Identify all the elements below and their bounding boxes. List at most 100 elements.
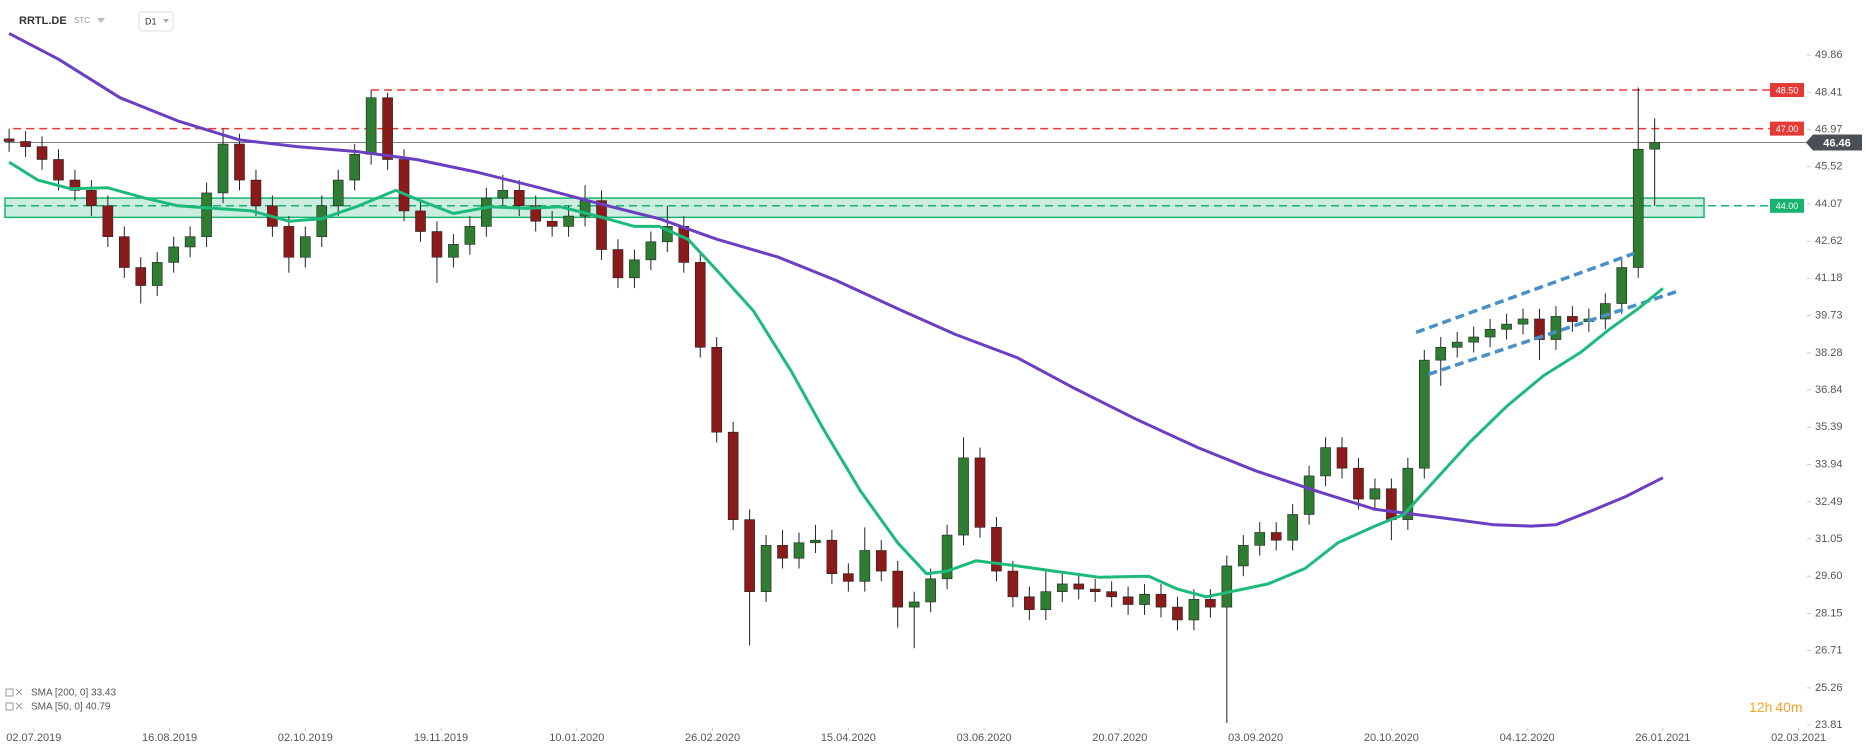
candle-body: [629, 259, 640, 279]
candle-layer: [3, 87, 1660, 723]
candle-body: [464, 226, 476, 245]
level-box: [1770, 198, 1804, 213]
legend-icon: [5, 688, 14, 697]
candle-body: [365, 97, 377, 155]
candle-body: [1122, 596, 1134, 605]
y-tick-label: 49.86: [1815, 49, 1843, 61]
legend-close: [15, 688, 23, 696]
candle-body: [1649, 142, 1660, 150]
x-tick-label: 03.06.2020: [957, 732, 1012, 744]
y-tick-label: 48.41: [1815, 86, 1843, 98]
interval-box[interactable]: [138, 11, 174, 32]
candle-body: [1418, 359, 1430, 469]
dropdown-arrow[interactable]: [97, 18, 105, 23]
candle-body: [53, 159, 64, 181]
candle-body: [168, 246, 179, 263]
candle-body: [431, 231, 443, 258]
candle-body: [1451, 341, 1463, 348]
candle-body: [1386, 488, 1397, 520]
candle-body: [1172, 606, 1183, 621]
candle-body: [415, 210, 426, 232]
candle-body: [1534, 318, 1545, 340]
level-label: 48.50: [1776, 85, 1799, 95]
candle-body: [826, 539, 838, 574]
candle-body: [1155, 593, 1167, 608]
x-tick-label: 20.10.2020: [1364, 732, 1419, 744]
candle-body: [760, 545, 772, 592]
y-tick-label: 36.84: [1815, 384, 1843, 396]
candle-body: [645, 241, 657, 261]
source: STC: [74, 16, 90, 25]
candle-body: [3, 138, 15, 142]
y-tick-label: 28.15: [1815, 607, 1843, 619]
legend-label: SMA [50, 0] 40.79: [31, 702, 111, 713]
candle-body: [793, 542, 805, 559]
label-layer: 49.86 48.41 46.97 45.52 44.07 42.62 41.18 39.73…: [5, 49, 1862, 744]
candle-body: [1237, 545, 1249, 567]
candle-body: [958, 457, 969, 536]
candle-body: [941, 534, 953, 580]
candle-body: [86, 190, 97, 207]
candle-body: [1056, 583, 1068, 592]
candle-body: [1024, 596, 1035, 610]
candle-body: [1484, 328, 1496, 338]
y-tick-label: 44.07: [1815, 198, 1843, 210]
timer-hours: 12h: [1749, 699, 1772, 715]
y-tick-label: 38.28: [1815, 347, 1843, 359]
candle-body: [530, 205, 541, 222]
y-tick-label: 41.18: [1815, 272, 1843, 284]
candle-body: [119, 236, 130, 268]
moving-average: [8, 32, 1664, 528]
y-tick-label: 46.97: [1815, 123, 1843, 135]
timer: 12h 40m: [1749, 699, 1803, 715]
interval-arrow: [163, 19, 169, 23]
candle-body: [234, 143, 245, 181]
candle-body: [908, 601, 920, 608]
x-tick-label: 15.04.2020: [821, 732, 876, 744]
candle-body: [563, 215, 574, 227]
candle-body: [1270, 532, 1282, 541]
candle-body: [1402, 467, 1414, 520]
candle-body: [481, 197, 492, 227]
candle-body: [349, 154, 360, 181]
candle-body: [1550, 316, 1562, 340]
symbol[interactable]: RRTL.DE: [19, 15, 67, 27]
x-tick-label: 04.12.2020: [1500, 732, 1555, 744]
y-tick-label: 35.39: [1815, 421, 1843, 433]
candle-body: [382, 97, 393, 160]
candle-body: [513, 190, 525, 207]
candle-body: [727, 431, 739, 520]
legend-close: [15, 702, 23, 710]
timer-minutes: 40m: [1775, 699, 1802, 715]
candle-body: [1517, 318, 1529, 325]
candle-body: [810, 539, 821, 544]
candle-body: [184, 236, 196, 248]
x-tick-label: 10.01.2020: [549, 732, 604, 744]
candle-body: [859, 550, 871, 582]
candle-body: [448, 244, 459, 258]
candle-body: [1600, 303, 1611, 320]
candle-body: [1468, 336, 1479, 343]
moving-average: [8, 160, 1664, 599]
candle-body: [892, 570, 904, 608]
candle-body: [678, 226, 690, 263]
x-tick-label: 02.10.2019: [278, 732, 333, 744]
y-tick-label: 25.26: [1815, 682, 1843, 694]
candle-body: [974, 457, 986, 528]
x-tick-label: 20.07.2020: [1092, 732, 1147, 744]
candle-body: [1221, 565, 1233, 608]
candle-body: [1303, 475, 1315, 515]
y-tick-label: 45.52: [1815, 161, 1843, 173]
candle-body: [497, 190, 509, 199]
candle-body: [1287, 514, 1298, 541]
x-tick-label: 26.02.2020: [685, 732, 740, 744]
channel-line: [1427, 289, 1680, 376]
candle-body: [1089, 588, 1101, 592]
candle-body: [300, 236, 311, 258]
candle-body: [316, 205, 328, 237]
interval[interactable]: D1: [145, 16, 157, 26]
y-tick-label: 31.05: [1815, 533, 1843, 545]
